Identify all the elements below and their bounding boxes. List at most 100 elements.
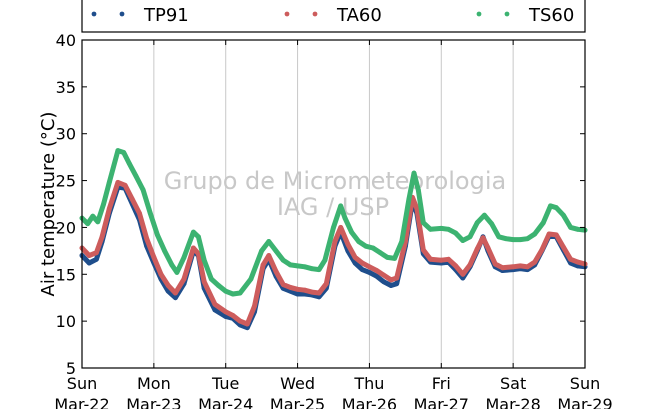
data-point <box>453 230 459 236</box>
data-point <box>94 250 99 256</box>
data-point <box>553 232 559 238</box>
data-point <box>323 281 329 287</box>
data-point <box>115 148 121 154</box>
data-point <box>467 234 473 240</box>
data-point <box>446 256 451 262</box>
data-point <box>480 235 486 241</box>
data-point <box>568 256 573 262</box>
data-point <box>316 290 322 296</box>
data-point <box>280 282 286 287</box>
data-point <box>106 206 112 212</box>
data-point <box>338 203 344 209</box>
gridlines <box>153 40 514 368</box>
data-point <box>453 263 459 269</box>
y-tick-label: 10 <box>56 312 76 331</box>
y-tick-label: 30 <box>56 125 76 144</box>
data-point <box>349 229 354 235</box>
y-tick-label: 15 <box>56 265 76 284</box>
series-ts60 <box>79 148 588 297</box>
data-point <box>388 277 394 283</box>
data-point <box>181 276 187 282</box>
data-point <box>280 257 286 263</box>
data-point <box>438 226 444 231</box>
data-point <box>295 263 300 269</box>
watermark: Grupo de Micrometeorologia IAG / USP <box>164 167 506 221</box>
x-tick-label-day: Sun <box>570 374 600 393</box>
data-point <box>492 261 498 267</box>
data-point <box>345 241 351 247</box>
data-point <box>525 264 530 270</box>
legend-label-tp91: TP91 <box>143 5 189 26</box>
data-point <box>95 219 101 225</box>
data-point <box>500 265 505 271</box>
data-point <box>540 220 546 226</box>
data-point <box>137 211 142 216</box>
data-point <box>322 257 328 263</box>
data-point <box>212 307 218 313</box>
data-point <box>252 303 257 309</box>
data-point <box>223 309 229 315</box>
watermark-line-1: Grupo de Micrometeorologia <box>164 167 506 195</box>
data-point <box>223 288 229 294</box>
data-point <box>155 232 160 238</box>
data-point <box>309 266 315 272</box>
data-point <box>367 270 372 275</box>
data-point <box>342 215 348 221</box>
data-point <box>374 268 379 273</box>
data-point <box>201 279 207 285</box>
data-point <box>332 239 338 244</box>
data-point <box>352 255 358 260</box>
data-point <box>273 248 279 254</box>
legend: TP91 TA60 TS60 <box>81 0 586 33</box>
legend-label-ts60: TS60 <box>528 5 574 26</box>
data-point <box>196 234 201 240</box>
x-tick-label-date: Mar-29 <box>557 395 612 409</box>
data-point <box>266 239 272 244</box>
data-point <box>106 180 112 185</box>
x-tick-label-date: Mar-27 <box>414 395 469 409</box>
data-point <box>460 271 466 277</box>
data-point <box>356 239 362 244</box>
data-point <box>173 290 178 296</box>
legend-box <box>81 0 586 33</box>
data-point <box>85 221 91 227</box>
data-point <box>399 239 405 244</box>
data-point <box>374 273 379 279</box>
data-point <box>467 262 473 268</box>
data-point <box>302 264 308 270</box>
data-point <box>474 246 480 252</box>
data-point <box>288 262 293 268</box>
data-point <box>208 276 214 282</box>
data-point <box>394 281 400 287</box>
x-tick-label-day: Tue <box>211 374 239 393</box>
data-point <box>295 291 300 297</box>
data-point <box>406 196 412 202</box>
data-point <box>394 275 400 281</box>
data-point <box>428 226 433 232</box>
data-point <box>420 247 426 253</box>
x-tick-label-day: Sun <box>67 374 97 393</box>
legend-marker <box>312 11 318 17</box>
data-point <box>259 248 264 254</box>
data-point <box>575 259 581 265</box>
data-point <box>561 244 566 250</box>
x-tick-label-day: Sat <box>500 374 526 393</box>
data-point <box>428 256 433 262</box>
data-point <box>385 255 390 260</box>
data-point <box>115 180 121 185</box>
data-point <box>223 314 229 319</box>
data-point <box>266 253 272 258</box>
data-point <box>244 325 250 331</box>
data-point <box>260 262 266 268</box>
data-point <box>525 236 530 242</box>
y-tick-label: 5 <box>66 359 76 378</box>
data-point <box>414 206 420 212</box>
legend-marker <box>284 11 290 17</box>
data-point <box>510 264 516 270</box>
y-tick-label: 25 <box>56 172 76 191</box>
data-point <box>212 301 218 307</box>
data-point <box>517 237 523 243</box>
data-point <box>99 234 105 240</box>
data-point <box>485 245 491 251</box>
data-point <box>460 238 466 243</box>
